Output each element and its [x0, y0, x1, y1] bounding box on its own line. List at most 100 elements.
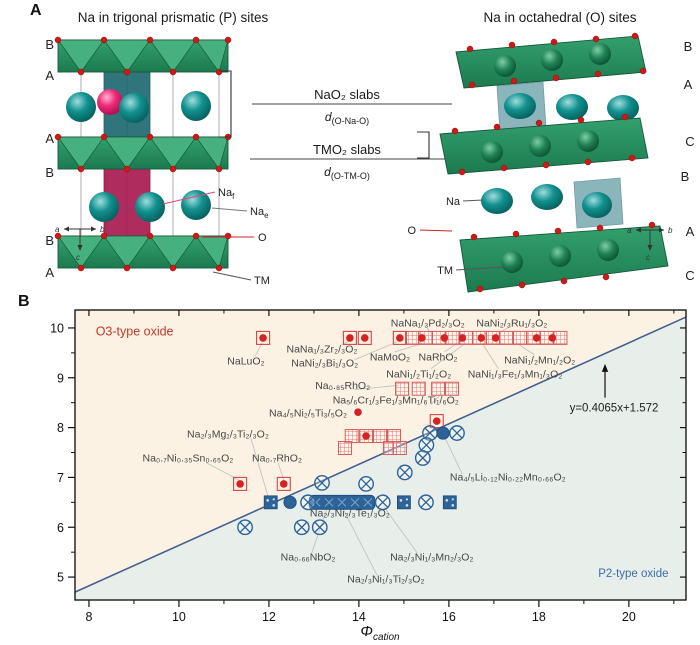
- svg-text:a: a: [55, 225, 60, 234]
- p2-circle-x-marker: [314, 521, 326, 533]
- o3-dot-marker: [458, 334, 467, 342]
- label-leader: [482, 343, 499, 370]
- na-e-leader: [211, 207, 248, 212]
- nao2-slabs-label: NaO₂ slabs: [314, 87, 380, 102]
- p2-square-marker: [442, 495, 457, 510]
- x-tick-label: 8: [85, 610, 92, 624]
- o3-square-marker: [256, 330, 271, 345]
- p2-circle-x-marker: [316, 477, 328, 489]
- svg-text:A: A: [686, 224, 695, 239]
- compound-label: Na₂/₃Ni₁/₃Ti₂/₃O₂: [347, 574, 424, 586]
- compound-label: NaNa₁/₃Zr₂/₃O₂: [287, 343, 358, 355]
- label-leader: [255, 342, 263, 356]
- tmo2-slabs-label: TMO₂ slabs: [313, 142, 381, 157]
- tmo2-d-label: d(O-TM-O): [324, 165, 370, 181]
- compound-label: Na₀.₇Ni₀.₃₅Sn₀.₆₅O₂: [143, 452, 234, 464]
- nao2-d-label: d(O-Na-O): [325, 110, 369, 126]
- na-f-sphere: [97, 89, 123, 115]
- x-tick-label: 10: [172, 610, 186, 624]
- o3-region: [75, 310, 686, 593]
- o3-hatch-marker: [499, 330, 514, 345]
- o3-hatch-marker: [431, 381, 446, 396]
- o3-dot-marker: [346, 334, 354, 342]
- p2-band: [337, 497, 347, 507]
- panel-b-tag: B: [18, 293, 30, 310]
- svg-text:b: b: [100, 225, 105, 234]
- svg-text:B: B: [45, 37, 54, 52]
- compound-label: Na₂/₃Ni₁/₃Mn₂/₃O₂: [390, 552, 473, 564]
- p2-square-marker: [451, 498, 454, 501]
- compound-label: NaNa₁/₃Pd₂/₃O₂: [391, 317, 465, 329]
- label-leader: [250, 438, 269, 497]
- compound-label: NaMoO₂: [370, 351, 410, 363]
- label-leader: [430, 343, 465, 370]
- compound-label: Na₀.₇RhO₂: [252, 452, 302, 464]
- p2-square-marker: [266, 499, 270, 502]
- o-label-left: O: [258, 232, 267, 244]
- p2-square-marker: [405, 498, 408, 501]
- svg-text:c: c: [646, 253, 650, 262]
- svg-text:b: b: [668, 226, 673, 235]
- p2-filled-marker: [436, 426, 450, 440]
- divider-line: [74, 316, 687, 593]
- o3-dot-marker: [418, 334, 426, 342]
- plot-frame: [74, 309, 687, 601]
- o-label-right: O: [407, 225, 416, 237]
- o3-dot-marker: [259, 334, 267, 342]
- p2-square-marker: [272, 498, 275, 501]
- p2-circle-x-marker: [302, 496, 314, 508]
- p2-circle-x-marker: [296, 521, 308, 533]
- o3-dot-marker: [491, 334, 500, 342]
- x-tick-label: 12: [262, 610, 276, 624]
- tm-label-right: TM: [437, 265, 453, 277]
- p2-circle-x-marker: [420, 496, 432, 508]
- o3-hatch-marker: [411, 381, 426, 396]
- right-stacking-labels: B A C B A C: [681, 39, 695, 283]
- svg-text:B: B: [45, 233, 54, 248]
- na-e-label: Nae: [250, 206, 269, 220]
- label-leader: [443, 436, 463, 475]
- svg-text:C: C: [685, 268, 694, 283]
- x-tick-label: 16: [442, 610, 456, 624]
- o3-hatch-marker: [395, 381, 410, 396]
- compound-label: Na₅/₆Cr₁/₃Fe₁/₃Mn₁/₆Ti₁/₆O₂: [333, 395, 459, 407]
- label-leader: [354, 384, 400, 391]
- panel-a-tag: A: [30, 2, 42, 19]
- na-f-leader: [162, 191, 216, 205]
- o3-dot-marker: [548, 334, 557, 342]
- right-structure-title: Na in octahedral (O) sites: [483, 10, 636, 25]
- compound-label: NaLuO₂: [227, 355, 264, 367]
- compound-label: Na₀.₈₅RhO₂: [315, 380, 370, 392]
- o3-hatch-marker: [344, 429, 359, 444]
- p2-square-marker: [405, 504, 409, 507]
- o3-square-marker: [276, 476, 291, 491]
- compound-label: Na₂/₃Ni₂/₃Te₁/₃O₂: [310, 507, 390, 519]
- y-tick-label: 8: [57, 421, 64, 435]
- p2-circle-x-marker: [451, 427, 463, 439]
- o3-dot-marker: [432, 417, 441, 425]
- o3-hatch-marker: [337, 441, 352, 456]
- x-tick-label: 20: [622, 610, 636, 624]
- p2-square-marker: [272, 504, 276, 507]
- o3-structure: B A C B A C Na O TM a: [407, 32, 695, 293]
- compound-label: NaNi₁/₂Mn₁/₂O₂: [504, 354, 575, 366]
- o3-dot-marker: [354, 408, 362, 416]
- svg-text:B: B: [45, 165, 54, 180]
- p2-square-marker: [445, 499, 449, 502]
- o3-dot-marker: [396, 334, 404, 342]
- x-tick-label: 18: [532, 610, 546, 624]
- o3-square-marker: [233, 476, 248, 491]
- o3-dot-marker: [532, 334, 541, 342]
- o3-square-marker: [392, 330, 407, 345]
- p2-circle-x-marker: [417, 452, 429, 464]
- o3-dot-marker: [440, 334, 449, 342]
- svg-text:A: A: [684, 77, 693, 92]
- panel-a-structures: Na in trigonal prismatic (P) sites Na in…: [45, 10, 695, 293]
- svg-text:A: A: [45, 68, 54, 83]
- o3-hatch-marker: [512, 330, 527, 345]
- o3-dot-marker: [279, 480, 288, 488]
- compound-label: Na₂/₃Mg₁/₃Ti₂/₃O₂: [187, 429, 269, 441]
- y-tick-label: 10: [50, 321, 64, 335]
- y-tick-label: 5: [57, 571, 64, 585]
